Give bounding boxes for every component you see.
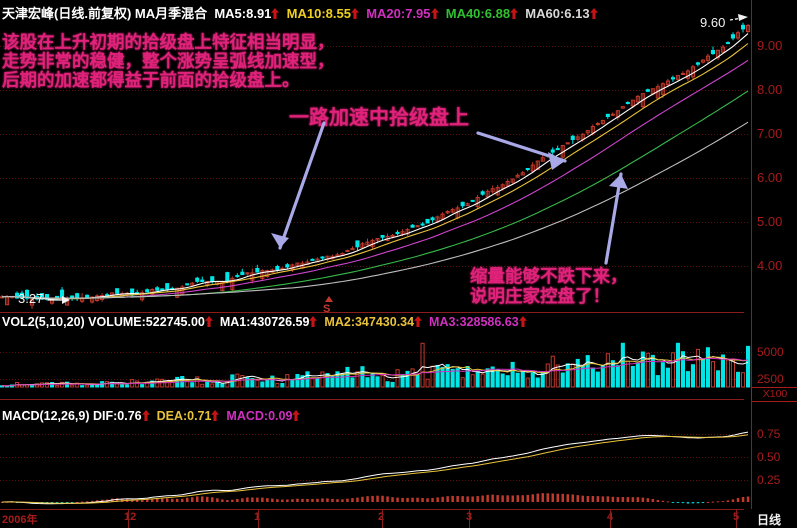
svg-text:3.27: 3.27 bbox=[18, 291, 43, 306]
svg-text:9.60: 9.60 bbox=[700, 15, 725, 30]
